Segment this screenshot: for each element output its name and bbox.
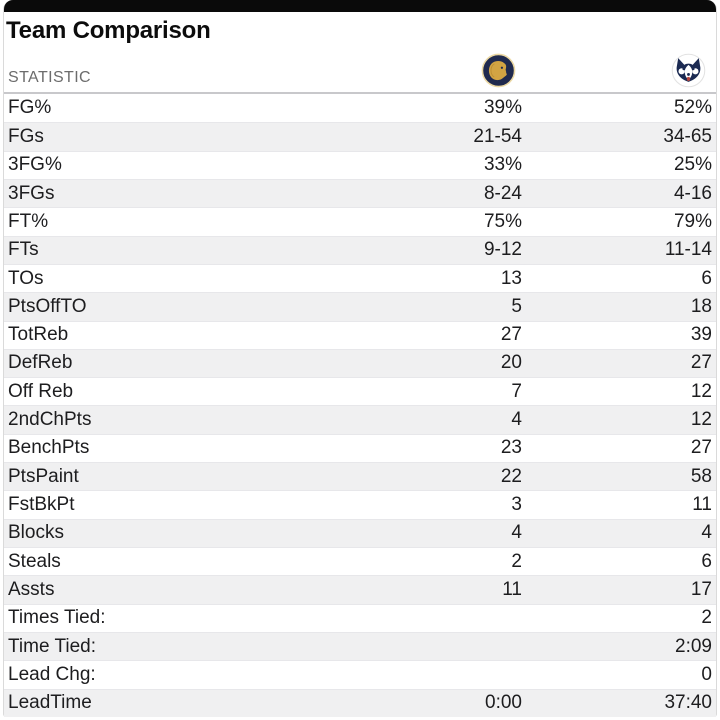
stat-label: PtsPaint <box>8 465 79 487</box>
team2-value: 52% <box>673 97 712 119</box>
team1-value: 7 <box>511 380 522 402</box>
stat-label: Time Tied: <box>8 635 96 657</box>
stat-label: DefReb <box>8 352 73 374</box>
statistic-column-header: STATISTIC <box>8 69 92 86</box>
team1-value: 11 <box>502 578 522 600</box>
table-header-row: STATISTIC <box>4 46 716 94</box>
team2-value: 11-14 <box>664 239 712 261</box>
table-row: 2ndChPts 4 12 <box>4 405 716 434</box>
team2-value: 18 <box>690 295 712 317</box>
team1-value: 39% <box>483 97 522 119</box>
team2-value: 12 <box>690 380 712 402</box>
team1-value: 20 <box>500 352 522 374</box>
team1-value: 9-12 <box>483 239 522 261</box>
table-row: Off Reb 7 12 <box>4 377 716 406</box>
team1-value: 8-24 <box>483 182 522 204</box>
table-row: FGs 21-54 34-65 <box>4 122 716 151</box>
table-row: FT% 75% 79% <box>4 207 716 236</box>
lion-head-team-logo-icon <box>481 53 516 88</box>
team2-value: 6 <box>701 267 712 289</box>
team1-value: 33% <box>483 154 522 176</box>
table-row: FG% 39% 52% <box>4 94 716 123</box>
team2-value: 0 <box>701 663 712 685</box>
team1-value: 23 <box>500 437 522 459</box>
stat-label: Steals <box>8 550 61 572</box>
table-row: Lead Chg: 0 <box>4 660 716 689</box>
card-top-bar <box>4 0 716 12</box>
page-title: Team Comparison <box>6 17 211 44</box>
team2-value: 27 <box>690 437 712 459</box>
team1-logo-cell <box>332 53 522 88</box>
table-row: Assts 11 17 <box>4 575 716 604</box>
team2-value: 2 <box>701 607 712 629</box>
team2-value: 79% <box>673 210 712 232</box>
table-row: Times Tied: 2 <box>4 603 716 632</box>
stat-label: FstBkPt <box>8 494 75 516</box>
team2-value: 17 <box>690 578 712 600</box>
stat-label: 2ndChPts <box>8 409 92 431</box>
stat-label: PtsOffTO <box>8 295 87 317</box>
stat-label: FT% <box>8 210 49 232</box>
team2-value: 25% <box>673 154 712 176</box>
stat-label: Off Reb <box>8 380 74 402</box>
table-row: Steals 2 6 <box>4 547 716 576</box>
team1-value: 2 <box>511 550 522 572</box>
team2-value: 34-65 <box>663 125 712 147</box>
team2-value: 4-16 <box>673 182 712 204</box>
table-row: TOs 13 6 <box>4 263 716 293</box>
table-row: FTs 9-12 11-14 <box>4 235 716 264</box>
table-body: FG% 39% 52% FGs 21-54 34-65 3FG% 33% 25% 3FGs 8-24… <box>4 94 716 717</box>
team1-value: 75% <box>483 210 522 232</box>
team2-value: 37:40 <box>664 692 712 714</box>
table-row: DefReb 20 27 <box>4 348 716 378</box>
team1-value: 21-54 <box>473 125 522 147</box>
table-row: PtsPaint 22 58 <box>4 462 716 491</box>
team2-value: 58 <box>690 465 712 487</box>
team1-value: 5 <box>511 295 522 317</box>
team1-value: 3 <box>511 494 522 516</box>
comparison-table: STATISTIC <box>4 46 716 717</box>
table-row: PtsOffTO 5 18 <box>4 292 716 321</box>
stat-label: TotReb <box>8 324 69 346</box>
table-row: TotReb 27 39 <box>4 320 716 349</box>
table-row: 3FG% 33% 25% <box>4 150 716 179</box>
team2-value: 39 <box>690 324 712 346</box>
table-row: BenchPts 23 27 <box>4 433 716 463</box>
team1-value: 0:00 <box>485 692 522 714</box>
stat-label: 3FGs <box>8 182 55 204</box>
stat-label: TOs <box>8 267 44 289</box>
husky-head-team-logo-icon <box>671 53 706 88</box>
team1-value: 22 <box>500 465 522 487</box>
team1-value: 4 <box>511 409 522 431</box>
stat-label: Assts <box>8 578 55 600</box>
team2-logo-cell <box>522 53 712 88</box>
team2-value: 2:09 <box>675 635 712 657</box>
team2-value: 11 <box>692 494 712 516</box>
team1-value: 13 <box>500 267 522 289</box>
stat-label: FTs <box>8 239 39 261</box>
team1-value: 27 <box>500 324 522 346</box>
team2-value: 12 <box>690 409 712 431</box>
table-row: 3FGs 8-24 4-16 <box>4 178 716 208</box>
team2-value: 6 <box>701 550 712 572</box>
table-row: LeadTime 0:00 37:40 <box>4 688 716 717</box>
stat-label: LeadTime <box>8 692 92 714</box>
team2-value: 4 <box>701 522 712 544</box>
stat-label: FG% <box>8 97 52 119</box>
stat-label: BenchPts <box>8 437 90 459</box>
stat-label: Blocks <box>8 522 64 544</box>
team-comparison-card: Team Comparison STATISTIC <box>3 0 717 717</box>
stat-label: Times Tied: <box>8 607 106 629</box>
team2-value: 27 <box>690 352 712 374</box>
table-row: FstBkPt 3 11 <box>4 490 716 519</box>
stat-label: 3FG% <box>8 154 62 176</box>
table-row: Time Tied: 2:09 <box>4 631 716 661</box>
team1-value: 4 <box>511 522 522 544</box>
table-row: Blocks 4 4 <box>4 518 716 547</box>
stat-label: Lead Chg: <box>8 663 96 685</box>
stat-label: FGs <box>8 125 44 147</box>
